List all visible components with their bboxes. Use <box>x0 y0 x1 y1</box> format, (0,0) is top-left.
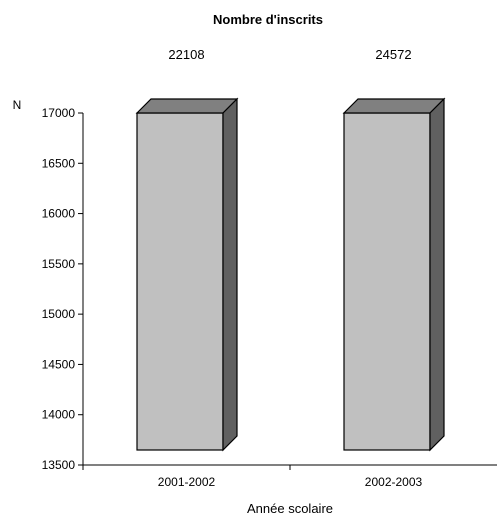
x-tick-label: 2001-2002 <box>158 475 216 489</box>
bar-front <box>343 112 431 451</box>
chart-title: Nombre d'inscrits <box>213 12 323 27</box>
bar-side <box>429 97 445 452</box>
y-axis-label: N <box>13 98 22 112</box>
x-tick-label: 2002-2003 <box>365 475 423 489</box>
y-tick-label: 15500 <box>42 257 76 271</box>
y-tick-label: 13500 <box>42 458 76 472</box>
y-tick-label: 14000 <box>42 408 76 422</box>
bar-front <box>136 112 224 451</box>
bar-side <box>222 97 238 452</box>
x-axis-label: Année scolaire <box>247 501 333 515</box>
data-label: 24572 <box>375 47 411 62</box>
data-label: 22108 <box>168 47 204 62</box>
y-tick-label: 14500 <box>42 357 76 371</box>
bar-top <box>342 98 446 114</box>
bar-top <box>135 98 239 114</box>
y-tick-label: 15000 <box>42 307 76 321</box>
y-tick-label: 17000 <box>42 106 76 120</box>
plot-area: 13500 14000 14500 15000 15500 16000 16500 17000… <box>42 47 497 489</box>
y-tick-label: 16000 <box>42 207 76 221</box>
y-tick-label: 16500 <box>42 156 76 170</box>
